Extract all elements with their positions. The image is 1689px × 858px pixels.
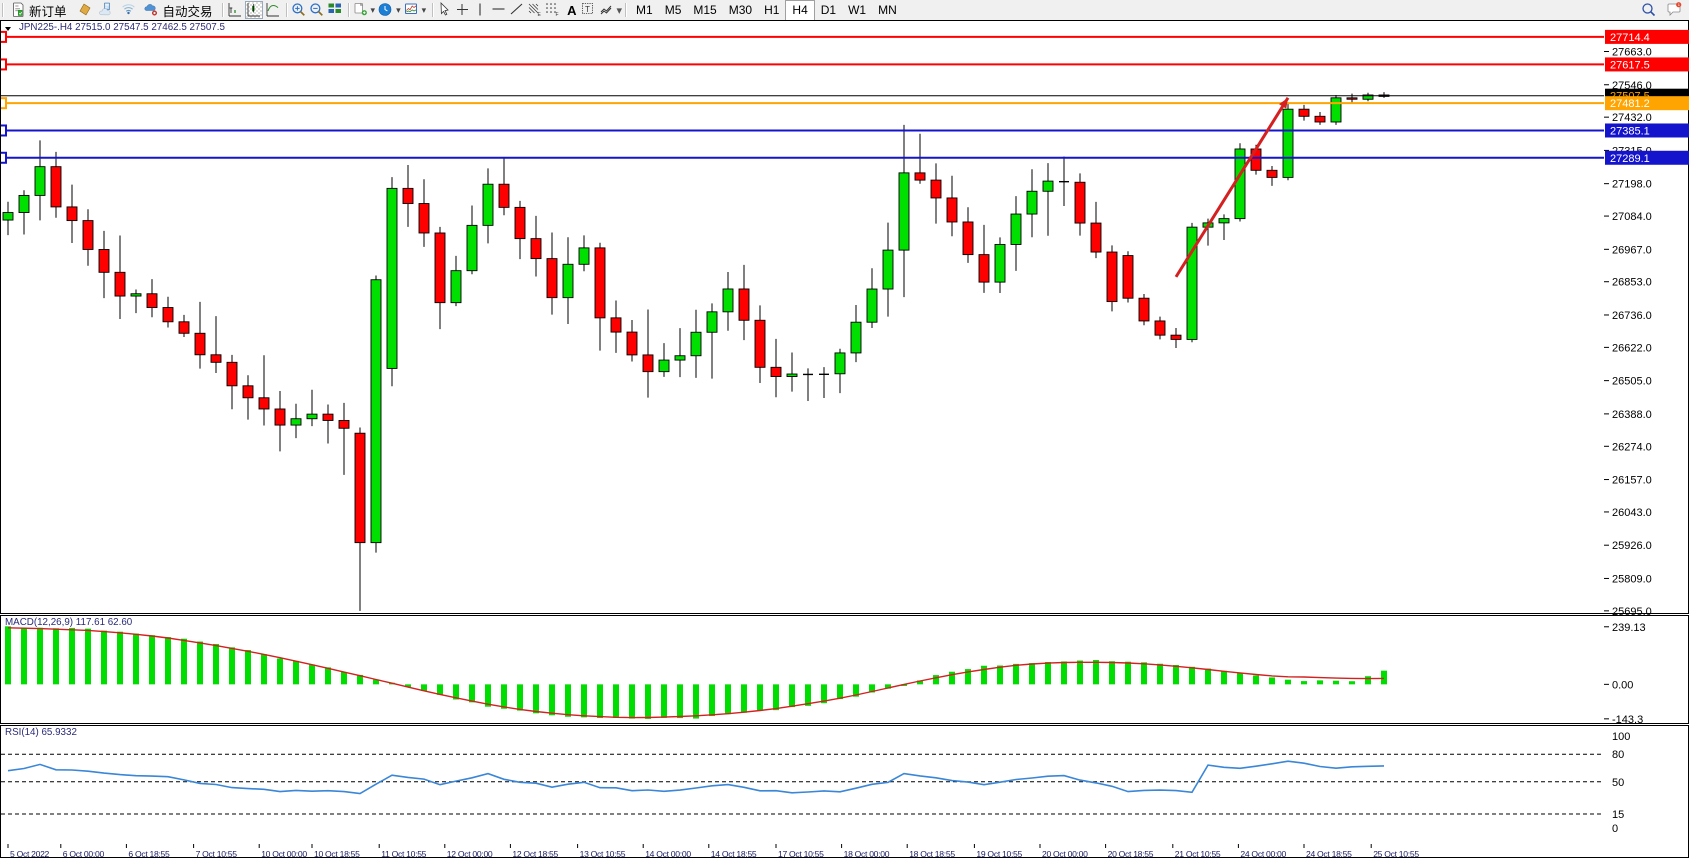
- svg-text:26736.0: 26736.0: [1612, 310, 1652, 322]
- svg-text:50: 50: [1612, 777, 1624, 789]
- svg-text:24 Oct 18:55: 24 Oct 18:55: [1306, 849, 1352, 858]
- svg-text:12 Oct 18:55: 12 Oct 18:55: [512, 849, 558, 858]
- svg-text:26853.0: 26853.0: [1612, 277, 1652, 289]
- svg-text:11 Oct 10:55: 11 Oct 10:55: [381, 849, 426, 858]
- svg-text:26505.0: 26505.0: [1612, 376, 1652, 388]
- svg-text:F: F: [556, 12, 559, 18]
- svg-text:27481.2: 27481.2: [1610, 98, 1650, 110]
- svg-text:27617.5: 27617.5: [1610, 59, 1650, 71]
- svg-text:18 Oct 00:00: 18 Oct 00:00: [844, 849, 890, 858]
- svg-text:27714.4: 27714.4: [1610, 32, 1650, 44]
- svg-text:239.13: 239.13: [1612, 622, 1646, 634]
- svg-text:17 Oct 10:55: 17 Oct 10:55: [778, 849, 824, 858]
- svg-text:27198.0: 27198.0: [1612, 179, 1652, 191]
- svg-text:13 Oct 10:55: 13 Oct 10:55: [580, 849, 626, 858]
- svg-text:14 Oct 00:00: 14 Oct 00:00: [645, 849, 691, 858]
- svg-text:21 Oct 10:55: 21 Oct 10:55: [1175, 849, 1221, 858]
- svg-text:27432.0: 27432.0: [1612, 112, 1652, 124]
- svg-text:T: T: [585, 5, 590, 14]
- svg-text:25809.0: 25809.0: [1612, 573, 1652, 585]
- svg-text:26622.0: 26622.0: [1612, 342, 1652, 354]
- svg-text:26274.0: 26274.0: [1612, 441, 1652, 453]
- svg-text:RSI(14) 65.9332: RSI(14) 65.9332: [5, 727, 77, 738]
- svg-text:6 Oct 00:00: 6 Oct 00:00: [63, 849, 105, 858]
- svg-text:10 Oct 00:00: 10 Oct 00:00: [261, 849, 307, 858]
- svg-text:27289.1: 27289.1: [1610, 153, 1650, 165]
- svg-text:18 Oct 18:55: 18 Oct 18:55: [909, 849, 955, 858]
- svg-text:20 Oct 18:55: 20 Oct 18:55: [1108, 849, 1154, 858]
- svg-text:12 Oct 00:00: 12 Oct 00:00: [447, 849, 493, 858]
- svg-text:27084.0: 27084.0: [1612, 211, 1652, 223]
- svg-text:25926.0: 25926.0: [1612, 540, 1652, 552]
- svg-text:100: 100: [1612, 731, 1630, 743]
- svg-text:25695.0: 25695.0: [1612, 606, 1652, 615]
- svg-text:5 Oct 2022: 5 Oct 2022: [10, 849, 50, 858]
- svg-text:26043.0: 26043.0: [1612, 507, 1652, 519]
- svg-text:25 Oct 10:55: 25 Oct 10:55: [1373, 849, 1419, 858]
- svg-text:-143.3: -143.3: [1612, 714, 1643, 725]
- svg-text:JPN225-.H4 27515.0 27547.5 27: JPN225-.H4 27515.0 27547.5 27462.5 27507…: [19, 22, 225, 33]
- svg-text:80: 80: [1612, 749, 1624, 761]
- svg-text:10 Oct 18:55: 10 Oct 18:55: [314, 849, 360, 858]
- svg-text:26157.0: 26157.0: [1612, 475, 1652, 487]
- svg-text:0: 0: [1612, 823, 1618, 835]
- svg-text:20 Oct 00:00: 20 Oct 00:00: [1042, 849, 1088, 858]
- svg-text:26388.0: 26388.0: [1612, 409, 1652, 421]
- svg-text:15: 15: [1612, 809, 1624, 821]
- svg-text:MACD(12,26,9) 117.61 62.60: MACD(12,26,9) 117.61 62.60: [5, 617, 133, 628]
- svg-text:E: E: [538, 12, 542, 18]
- svg-text:14 Oct 18:55: 14 Oct 18:55: [711, 849, 757, 858]
- svg-text:6 Oct 18:55: 6 Oct 18:55: [128, 849, 170, 858]
- svg-text:0.00: 0.00: [1612, 679, 1633, 691]
- svg-text:27385.1: 27385.1: [1610, 125, 1650, 137]
- svg-text:24 Oct 00:00: 24 Oct 00:00: [1240, 849, 1286, 858]
- svg-text:19 Oct 10:55: 19 Oct 10:55: [976, 849, 1022, 858]
- svg-text:26967.0: 26967.0: [1612, 244, 1652, 256]
- svg-text:7 Oct 10:55: 7 Oct 10:55: [196, 849, 238, 858]
- svg-text:27663.0: 27663.0: [1612, 46, 1652, 58]
